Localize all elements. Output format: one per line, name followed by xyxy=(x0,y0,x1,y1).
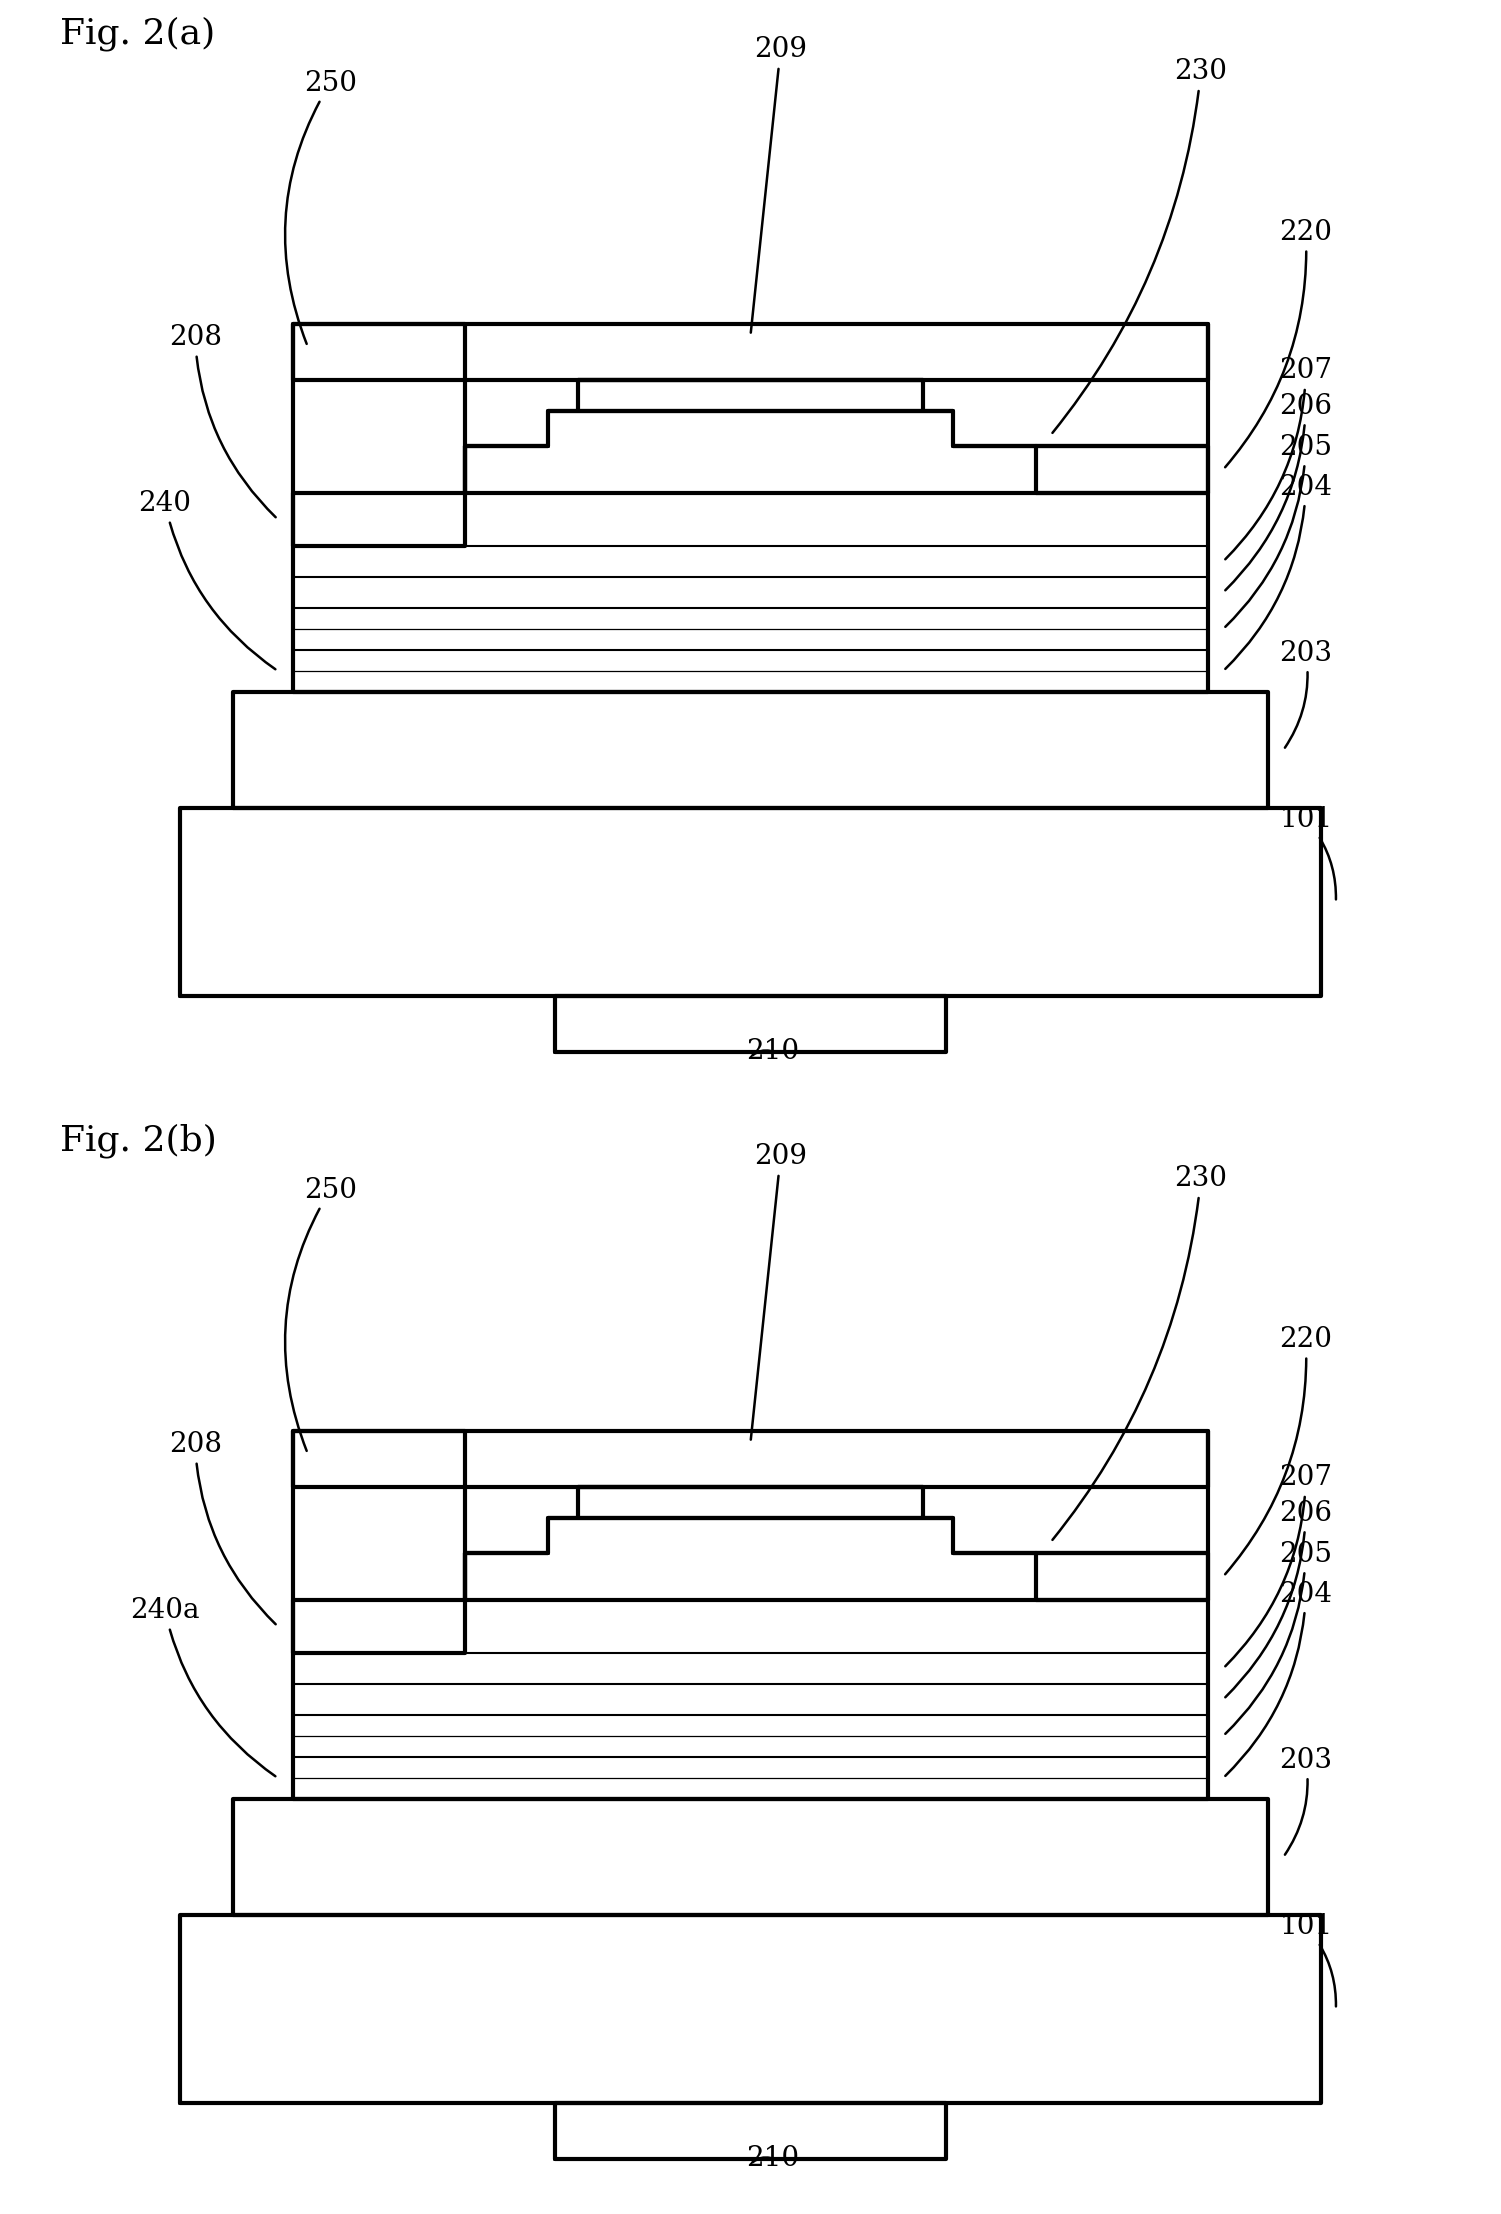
Text: 208: 208 xyxy=(168,1430,276,1625)
Text: Fig. 2(a): Fig. 2(a) xyxy=(60,18,215,51)
Text: 250: 250 xyxy=(285,69,357,343)
Text: 203: 203 xyxy=(1279,640,1333,748)
Text: 220: 220 xyxy=(1225,1326,1333,1574)
Text: 203: 203 xyxy=(1279,1747,1333,1855)
Text: 206: 206 xyxy=(1225,1499,1333,1698)
Text: 101: 101 xyxy=(1279,806,1336,899)
Text: 101: 101 xyxy=(1279,1913,1336,2006)
Text: 207: 207 xyxy=(1225,1463,1333,1667)
Text: 205: 205 xyxy=(1225,434,1333,627)
Text: 220: 220 xyxy=(1225,219,1333,467)
Text: 205: 205 xyxy=(1225,1541,1333,1734)
Text: 209: 209 xyxy=(750,1142,808,1439)
Text: 208: 208 xyxy=(168,323,276,518)
Text: 250: 250 xyxy=(285,1176,357,1450)
Text: 210: 210 xyxy=(746,2145,800,2172)
Text: 209: 209 xyxy=(750,35,808,332)
Text: 207: 207 xyxy=(1225,356,1333,560)
Text: 210: 210 xyxy=(746,1038,800,1065)
Text: 240a: 240a xyxy=(131,1596,275,1776)
Text: 204: 204 xyxy=(1225,1581,1333,1776)
Text: 240: 240 xyxy=(138,489,275,669)
Text: 230: 230 xyxy=(1052,58,1228,434)
Text: 206: 206 xyxy=(1225,392,1333,591)
Text: 204: 204 xyxy=(1225,474,1333,669)
Text: Fig. 2(b): Fig. 2(b) xyxy=(60,1125,218,1158)
Text: 230: 230 xyxy=(1052,1165,1228,1541)
